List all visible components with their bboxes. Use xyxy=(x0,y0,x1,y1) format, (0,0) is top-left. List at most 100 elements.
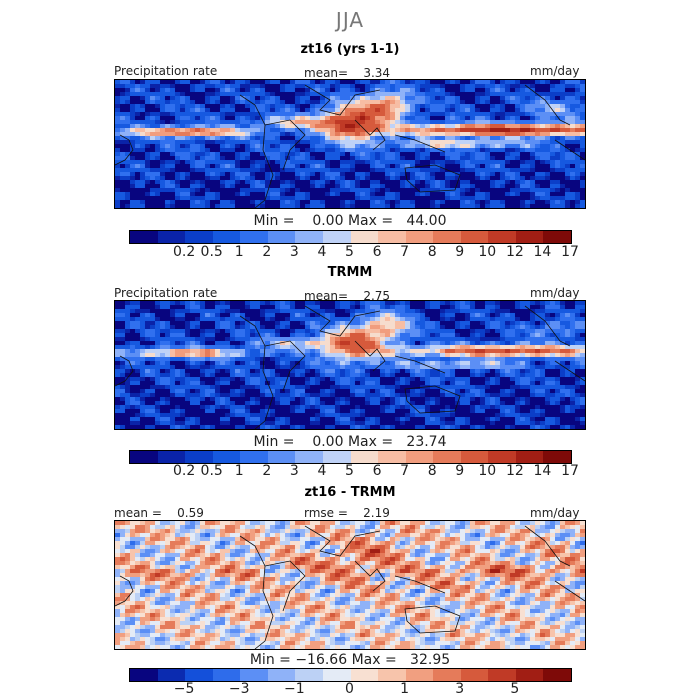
coastline xyxy=(404,164,461,193)
coastline xyxy=(524,305,571,347)
colorbar-swatch xyxy=(130,669,158,681)
coastline xyxy=(394,134,446,153)
panel-1-left-label: Precipitation rate xyxy=(114,64,218,78)
coastline xyxy=(394,355,446,374)
colorbar-swatch xyxy=(157,451,186,463)
colorbar-tick-label: 12 xyxy=(505,463,524,479)
colorbar-swatch xyxy=(350,231,379,243)
colorbar-swatch xyxy=(267,669,296,681)
colorbar-tick-label: 3 xyxy=(455,681,465,697)
panel-3-colorbar xyxy=(129,668,572,682)
colorbar-tick-label: 5 xyxy=(345,463,354,479)
coastline xyxy=(404,385,461,414)
panel-1-units-label: mm/day xyxy=(530,64,580,78)
colorbar-tick-label: −1 xyxy=(284,681,305,697)
coastline xyxy=(354,560,386,592)
panel-2-colorbar xyxy=(129,450,572,464)
colorbar-swatch xyxy=(405,231,434,243)
colorbar-swatch xyxy=(212,231,241,243)
colorbar-tick-label: 17 xyxy=(561,244,579,260)
panel-3-mean-label: mean = 0.59 xyxy=(114,506,204,520)
colorbar-swatch xyxy=(515,451,544,463)
colorbar-swatch xyxy=(240,231,268,243)
colorbar-tick-label: −3 xyxy=(228,681,250,697)
colorbar-swatch xyxy=(212,451,241,463)
coastline xyxy=(264,119,306,171)
colorbar-swatch xyxy=(240,451,268,463)
panel-3-rmse-label: rmse = 2.19 xyxy=(304,506,390,520)
colorbar-tick-label: 7 xyxy=(400,244,410,260)
colorbar-tick-label: 1 xyxy=(234,463,244,479)
panel-1-mean-label: mean= 3.34 xyxy=(304,66,391,80)
coastline xyxy=(304,525,381,557)
colorbar-swatch xyxy=(515,231,544,243)
coastline xyxy=(394,575,446,594)
colorbar-swatch xyxy=(185,451,213,463)
panel-2-field xyxy=(115,301,585,429)
coastline xyxy=(524,525,571,567)
colorbar-swatch xyxy=(515,669,544,681)
colorbar-tick-label: 0 xyxy=(345,681,354,697)
coastline xyxy=(554,360,585,382)
panel-2-map xyxy=(114,300,586,430)
colorbar-swatch xyxy=(433,669,461,681)
colorbar-swatch xyxy=(433,231,461,243)
colorbar-tick-label: 1 xyxy=(400,681,410,697)
panel-3-colorbar-ticks: −5 −3 −1 0 1 3 5 xyxy=(129,681,570,697)
coastline xyxy=(524,84,571,126)
colorbar-swatch xyxy=(130,231,158,243)
colorbar-swatch xyxy=(267,231,296,243)
panel-3-field xyxy=(115,521,585,649)
panel-2-colorbar-ticks: 0.2 0.5 1 2 3 4 5 6 7 8 9 10 12 14 17 xyxy=(129,463,579,479)
coastline xyxy=(264,560,306,612)
colorbar-swatch xyxy=(295,669,323,681)
coastline xyxy=(304,305,381,337)
colorbar-swatch xyxy=(405,669,434,681)
colorbar-swatch xyxy=(267,451,296,463)
coastline xyxy=(115,134,134,166)
coastline xyxy=(554,580,585,602)
colorbar-swatch xyxy=(295,231,323,243)
colorbar-tick-label: 7 xyxy=(400,463,410,479)
colorbar-swatch xyxy=(378,669,406,681)
colorbar-swatch xyxy=(350,451,379,463)
coastline xyxy=(304,84,381,116)
coastline xyxy=(354,340,386,372)
colorbar-tick-label: 9 xyxy=(455,463,465,479)
colorbar-swatch xyxy=(130,451,158,463)
colorbar-swatch xyxy=(488,669,516,681)
season-title: JJA xyxy=(335,8,365,32)
panel-2-minmax: Min = 0.00 Max = 23.74 xyxy=(253,434,447,450)
colorbar-tick-label: 4 xyxy=(317,244,327,260)
colorbar-swatch xyxy=(322,451,351,463)
coastline xyxy=(115,575,134,607)
coastline xyxy=(115,355,134,387)
colorbar-tick-label: −5 xyxy=(173,681,195,697)
colorbar-tick-label: 6 xyxy=(372,244,382,260)
colorbar-swatch xyxy=(322,669,351,681)
panel-1-colorbar-ticks: 0.2 0.5 1 2 3 4 5 6 7 8 9 10 12 14 17 xyxy=(129,244,579,260)
colorbar-swatch xyxy=(405,451,434,463)
colorbar-tick-label: 0.2 xyxy=(172,244,196,260)
colorbar-tick-label: 9 xyxy=(455,244,465,260)
colorbar-swatch xyxy=(295,451,323,463)
colorbar-tick-label: 6 xyxy=(372,463,382,479)
coastline xyxy=(554,139,585,161)
colorbar-swatch xyxy=(488,231,516,243)
colorbar-tick-label: 3 xyxy=(289,244,299,260)
panel-1-field xyxy=(115,80,585,208)
panel-3-units-label: mm/day xyxy=(530,506,580,520)
colorbar-swatch xyxy=(543,231,571,243)
panel-3-map xyxy=(114,520,586,650)
colorbar-swatch xyxy=(212,669,241,681)
colorbar-tick-label: 5 xyxy=(510,681,520,697)
panel-2-left-label: Precipitation rate xyxy=(114,286,218,300)
panel-3-minmax: Min = −16.66 Max = 32.95 xyxy=(249,652,451,668)
colorbar-swatch xyxy=(378,451,406,463)
coastline xyxy=(239,535,274,649)
colorbar-swatch xyxy=(185,231,213,243)
panel-2-mean-label: mean= 2.75 xyxy=(304,289,391,303)
colorbar-tick-label: 14 xyxy=(533,244,552,260)
colorbar-swatch xyxy=(433,451,461,463)
colorbar-tick-label: 2 xyxy=(262,463,272,479)
